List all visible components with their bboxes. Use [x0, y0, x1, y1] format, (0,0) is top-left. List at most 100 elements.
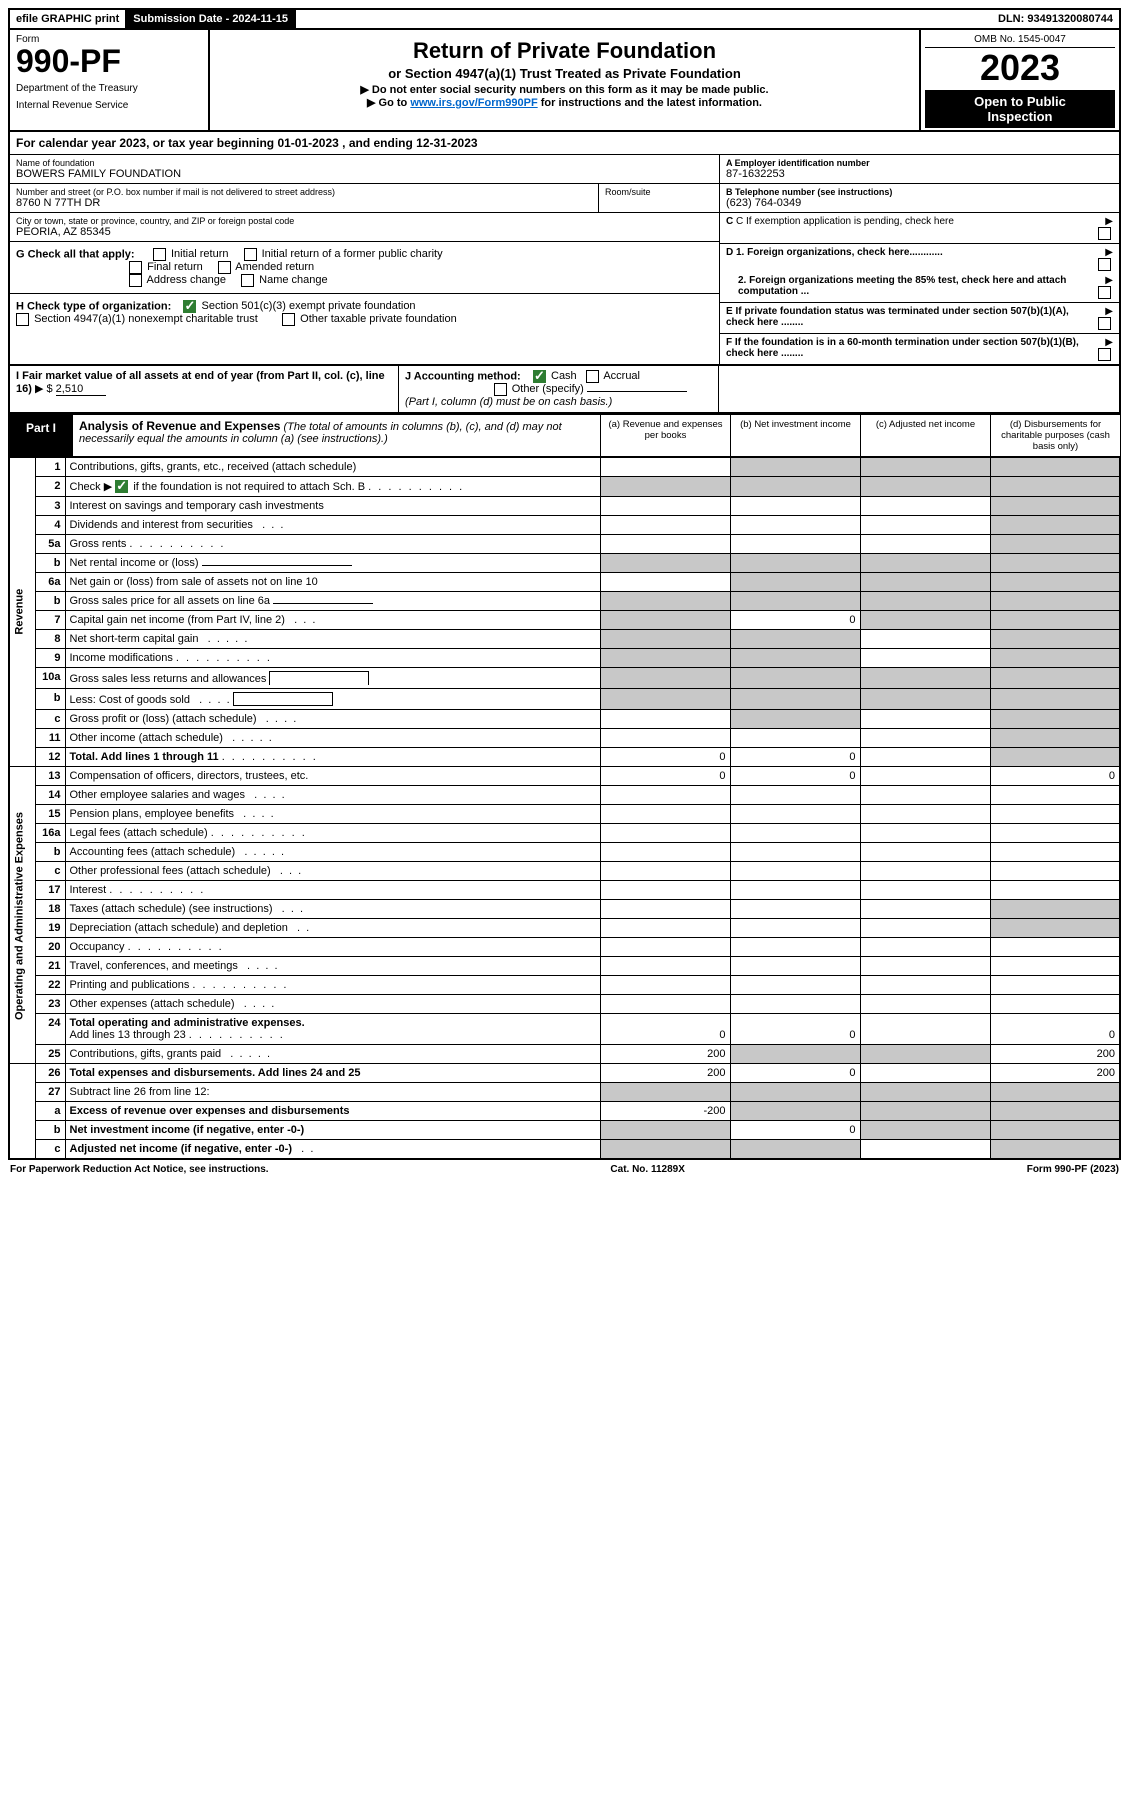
inspect2: Inspection: [987, 109, 1052, 124]
open-inspection: Open to Public Inspection: [925, 90, 1115, 128]
f-text: F If the foundation is in a 60-month ter…: [726, 337, 1079, 359]
d1-check[interactable]: [1098, 258, 1111, 271]
name-val: BOWERS FAMILY FOUNDATION: [16, 168, 713, 180]
address-cell: Number and street (or P.O. box number if…: [10, 184, 599, 212]
line-5b: bNet rental income or (loss): [9, 554, 1120, 573]
inspect1: Open to Public: [974, 94, 1066, 109]
part1-desc: Analysis of Revenue and Expenses (The to…: [73, 415, 600, 456]
header-mid: Return of Private Foundation or Section …: [210, 30, 919, 130]
form-title: Return of Private Foundation: [218, 38, 911, 64]
name-lbl: Name of foundation: [16, 158, 713, 168]
part1-header: Part I Analysis of Revenue and Expenses …: [8, 414, 1121, 457]
line-5a: 5aGross rents: [9, 535, 1120, 554]
f-check[interactable]: [1098, 348, 1111, 361]
line-6b: bGross sales price for all assets on lin…: [9, 592, 1120, 611]
h-other[interactable]: Other taxable private foundation: [282, 313, 457, 325]
footer-mid: Cat. No. 11289X: [610, 1164, 684, 1175]
addr-val: 8760 N 77TH DR: [16, 197, 592, 209]
d2-text: 2. Foreign organizations meeting the 85%…: [738, 275, 1066, 297]
j-cash[interactable]: Cash: [533, 370, 577, 382]
c-cell: C C If exemption application is pending,…: [720, 213, 1119, 244]
col-d-head: (d) Disbursements for charitable purpose…: [990, 415, 1120, 456]
line-18: 18Taxes (attach schedule) (see instructi…: [9, 900, 1120, 919]
ij-row: I Fair market value of all assets at end…: [8, 366, 1121, 414]
line-17: 17Interest: [9, 881, 1120, 900]
line-11: 11Other income (attach schedule) . . . .…: [9, 729, 1120, 748]
note1: ▶ Do not enter social security numbers o…: [218, 83, 911, 96]
dept1: Department of the Treasury: [16, 83, 202, 94]
d2-check[interactable]: [1098, 286, 1111, 299]
h-501c3[interactable]: Section 501(c)(3) exempt private foundat…: [183, 300, 415, 312]
c-text: C If exemption application is pending, c…: [736, 216, 954, 227]
g-address-change[interactable]: Address change: [129, 274, 226, 286]
city-cell: City or town, state or province, country…: [10, 213, 719, 242]
line-1: Revenue 1Contributions, gifts, grants, e…: [9, 457, 1120, 476]
line-14: 14Other employee salaries and wages . . …: [9, 786, 1120, 805]
dln: DLN: 93491320080744: [992, 10, 1119, 28]
submission-date: Submission Date - 2024-11-15: [127, 10, 296, 28]
city-val: PEORIA, AZ 85345: [16, 226, 713, 238]
line-23: 23Other expenses (attach schedule) . . .…: [9, 995, 1120, 1014]
tel-cell: B Telephone number (see instructions) (6…: [720, 184, 1119, 213]
line-27b: bNet investment income (if negative, ent…: [9, 1121, 1120, 1140]
schb-check[interactable]: [115, 480, 128, 493]
e-cell: E If private foundation status was termi…: [720, 303, 1119, 334]
line-27: 27Subtract line 26 from line 12:: [9, 1083, 1120, 1102]
foundation-name-cell: Name of foundation BOWERS FAMILY FOUNDAT…: [10, 155, 719, 184]
g-amended[interactable]: Amended return: [218, 261, 314, 273]
i-cell: I Fair market value of all assets at end…: [10, 366, 399, 412]
part1-title: Analysis of Revenue and Expenses: [79, 419, 280, 433]
line-15: 15Pension plans, employee benefits . . .…: [9, 805, 1120, 824]
line-27c: cAdjusted net income (if negative, enter…: [9, 1140, 1120, 1160]
revenue-label: Revenue: [9, 457, 35, 767]
info-right: A Employer identification number 87-1632…: [719, 155, 1119, 364]
g-lbl: G Check all that apply:: [16, 248, 135, 260]
footer-left: For Paperwork Reduction Act Notice, see …: [10, 1164, 269, 1175]
col-a-head: (a) Revenue and expenses per books: [600, 415, 730, 456]
header-right: OMB No. 1545-0047 2023 Open to Public In…: [919, 30, 1119, 130]
line-16b: bAccounting fees (attach schedule) . . .…: [9, 843, 1120, 862]
j-other[interactable]: Other (specify): [494, 383, 584, 395]
irs-link[interactable]: www.irs.gov/Form990PF: [410, 97, 537, 109]
tel-lbl: B Telephone number (see instructions): [726, 187, 1113, 197]
h-4947[interactable]: Section 4947(a)(1) nonexempt charitable …: [16, 313, 258, 325]
col-b-head: (b) Net investment income: [730, 415, 860, 456]
g-final[interactable]: Final return: [129, 261, 203, 273]
line-16c: cOther professional fees (attach schedul…: [9, 862, 1120, 881]
line-10b: bLess: Cost of goods sold . . . .: [9, 689, 1120, 710]
e-text: E If private foundation status was termi…: [726, 306, 1069, 328]
d-cell: D 1. Foreign organizations, check here..…: [720, 244, 1119, 303]
opadmin-label: Operating and Administrative Expenses: [9, 767, 35, 1064]
line-3: 3Interest on savings and temporary cash …: [9, 497, 1120, 516]
line-27a: aExcess of revenue over expenses and dis…: [9, 1102, 1120, 1121]
ein-val: 87-1632253: [726, 168, 1113, 180]
line-4: 4Dividends and interest from securities …: [9, 516, 1120, 535]
header-left: Form 990-PF Department of the Treasury I…: [10, 30, 210, 130]
note2: ▶ Go to www.irs.gov/Form990PF for instru…: [218, 96, 911, 109]
line-13: Operating and Administrative Expenses 13…: [9, 767, 1120, 786]
c-check[interactable]: [1098, 227, 1111, 240]
omb: OMB No. 1545-0047: [925, 32, 1115, 48]
d1-text: D 1. Foreign organizations, check here..…: [726, 247, 943, 258]
line-26: 26Total expenses and disbursements. Add …: [9, 1064, 1120, 1083]
line-2: 2 Check ▶ if the foundation is not requi…: [9, 476, 1120, 497]
line-20: 20Occupancy: [9, 938, 1120, 957]
h-section: H Check type of organization: Section 50…: [10, 294, 719, 332]
g-name-change[interactable]: Name change: [241, 274, 328, 286]
ij-right-spacer: [719, 366, 1119, 412]
j-lbl: J Accounting method:: [405, 370, 521, 382]
line-19: 19Depreciation (attach schedule) and dep…: [9, 919, 1120, 938]
form-code: 990-PF: [16, 45, 202, 77]
line-9: 9Income modifications: [9, 649, 1120, 668]
dept2: Internal Revenue Service: [16, 100, 202, 111]
g-initial[interactable]: Initial return: [153, 248, 229, 260]
e-check[interactable]: [1098, 317, 1111, 330]
info-left: Name of foundation BOWERS FAMILY FOUNDAT…: [10, 155, 719, 364]
part1-label: Part I: [9, 415, 73, 456]
ein-cell: A Employer identification number 87-1632…: [720, 155, 1119, 184]
tel-val: (623) 764-0349: [726, 197, 1113, 209]
topbar: efile GRAPHIC print Submission Date - 20…: [8, 8, 1121, 30]
g-initial-former[interactable]: Initial return of a former public charit…: [244, 248, 443, 260]
j-note: (Part I, column (d) must be on cash basi…: [405, 396, 612, 408]
j-accrual[interactable]: Accrual: [586, 370, 640, 382]
